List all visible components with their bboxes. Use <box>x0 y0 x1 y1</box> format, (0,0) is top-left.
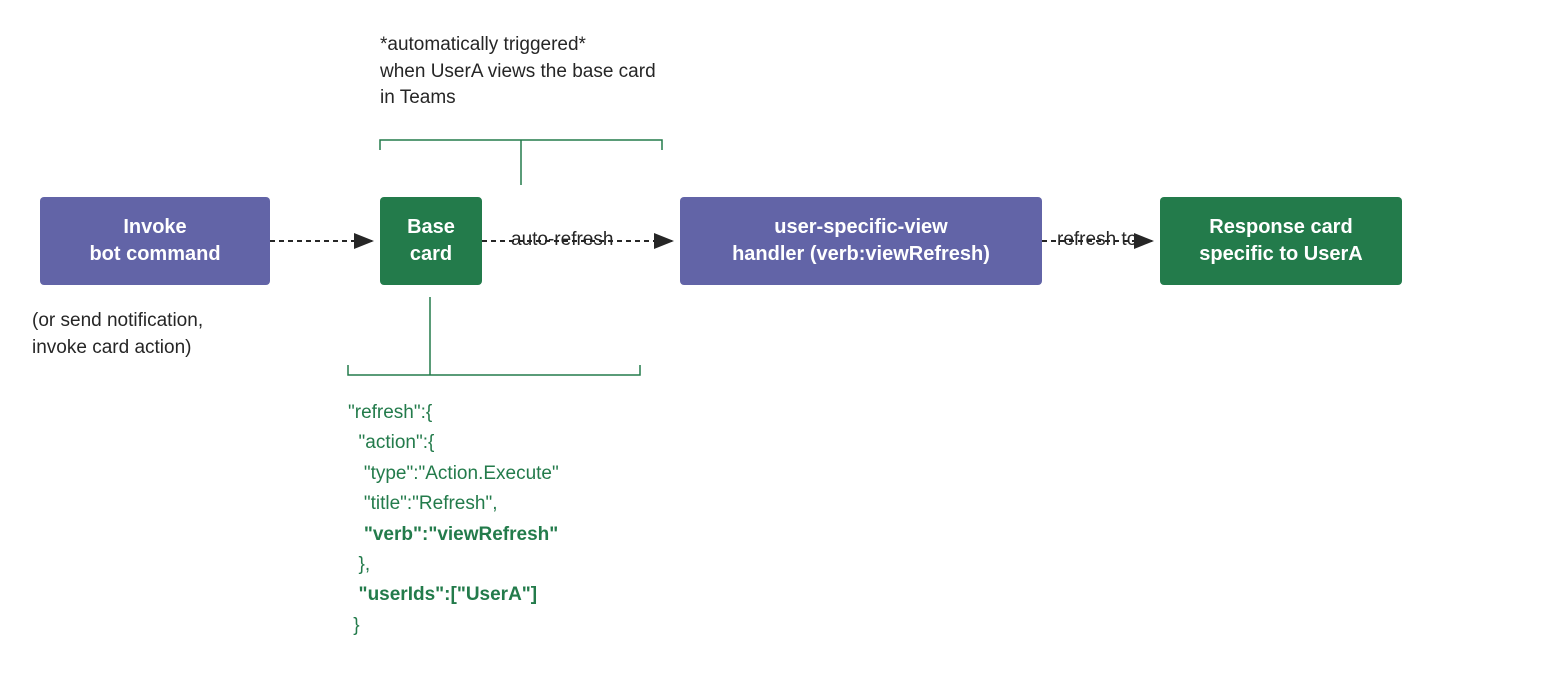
annotation-line: *automatically triggered* <box>380 32 656 59</box>
node-text: Response card <box>1199 214 1362 241</box>
subtext-invoke: (or send notification, invoke card actio… <box>32 308 203 361</box>
node-text: handler (verb:viewRefresh) <box>732 241 990 268</box>
code-line: }, <box>348 550 559 580</box>
node-user-specific-view-handler: user-specific-view handler (verb:viewRef… <box>680 197 1042 285</box>
node-base-card: Base card <box>380 197 482 285</box>
node-text: Invoke <box>89 214 220 241</box>
edge-label-refresh-to: refresh to <box>1053 229 1141 251</box>
code-line: } <box>348 611 559 641</box>
code-line: "title":"Refresh", <box>348 489 559 519</box>
annotation-auto-trigger: *automatically triggered* when UserA vie… <box>380 32 656 112</box>
annotation-line: in Teams <box>380 85 656 112</box>
subtext-line: invoke card action) <box>32 335 203 362</box>
node-text: user-specific-view <box>732 214 990 241</box>
node-invoke-bot-command: Invoke bot command <box>40 197 270 285</box>
node-response-card: Response card specific to UserA <box>1160 197 1402 285</box>
node-text: Base <box>407 214 455 241</box>
code-block-refresh-json: "refresh":{ "action":{ "type":"Action.Ex… <box>348 398 559 641</box>
annotation-line: when UserA views the base card <box>380 59 656 86</box>
code-line: "refresh":{ <box>348 398 559 428</box>
edge-label-auto-refresh: auto-refresh <box>507 229 617 251</box>
diagram-connectors <box>0 0 1558 687</box>
node-text: card <box>407 241 455 268</box>
bracket-top <box>380 140 662 150</box>
subtext-line: (or send notification, <box>32 308 203 335</box>
code-line: "type":"Action.Execute" <box>348 459 559 489</box>
bracket-bottom <box>348 365 640 375</box>
node-text: bot command <box>89 241 220 268</box>
code-line: "action":{ <box>348 428 559 458</box>
code-line: "verb":"viewRefresh" <box>348 520 559 550</box>
code-line: "userIds":["UserA"] <box>348 580 559 610</box>
node-text: specific to UserA <box>1199 241 1362 268</box>
